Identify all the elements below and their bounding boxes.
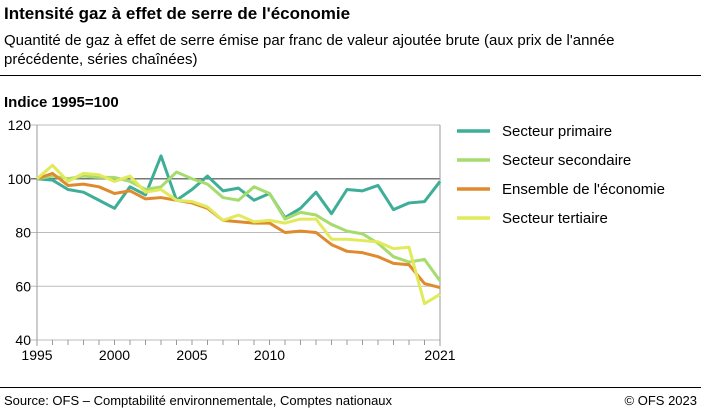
copyright: © OFS 2023 xyxy=(624,393,697,408)
x-tick-label: 2010 xyxy=(254,347,285,363)
divider xyxy=(0,387,701,388)
line-chart: 40 60 80 100 120 1995 2000 2005 2010 2021 Secteur … xyxy=(8,117,665,363)
x-tick-label: 2005 xyxy=(176,347,207,363)
y-tick-label: 120 xyxy=(8,117,32,133)
x-tick-label: 2021 xyxy=(424,347,455,363)
legend-label: Secteur primaire xyxy=(502,123,612,140)
series-line-3 xyxy=(36,163,441,306)
y-tick-label: 40 xyxy=(15,332,31,348)
chart-title: Intensité gaz à effet de serre de l'écon… xyxy=(4,4,351,23)
divider xyxy=(0,75,701,76)
series-line-2 xyxy=(36,171,441,290)
legend-label: Secteur secondaire xyxy=(502,152,631,169)
y-tick-label: 100 xyxy=(8,171,32,187)
y-tick-label: 60 xyxy=(15,278,31,294)
chart-subtitle: Quantité de gaz à effet de serre émise p… xyxy=(4,32,615,68)
legend-label: Secteur tertiaire xyxy=(502,210,608,227)
source-note: Source: OFS – Comptabilité environnement… xyxy=(4,393,393,408)
x-tick-label: 1995 xyxy=(21,347,52,363)
y-tick-label: 80 xyxy=(15,225,31,241)
x-tick-label: 2000 xyxy=(99,347,130,363)
series-line-0 xyxy=(36,154,442,220)
legend-label: Ensemble de l'économie xyxy=(502,181,665,198)
y-axis-label: Indice 1995=100 xyxy=(4,94,119,111)
